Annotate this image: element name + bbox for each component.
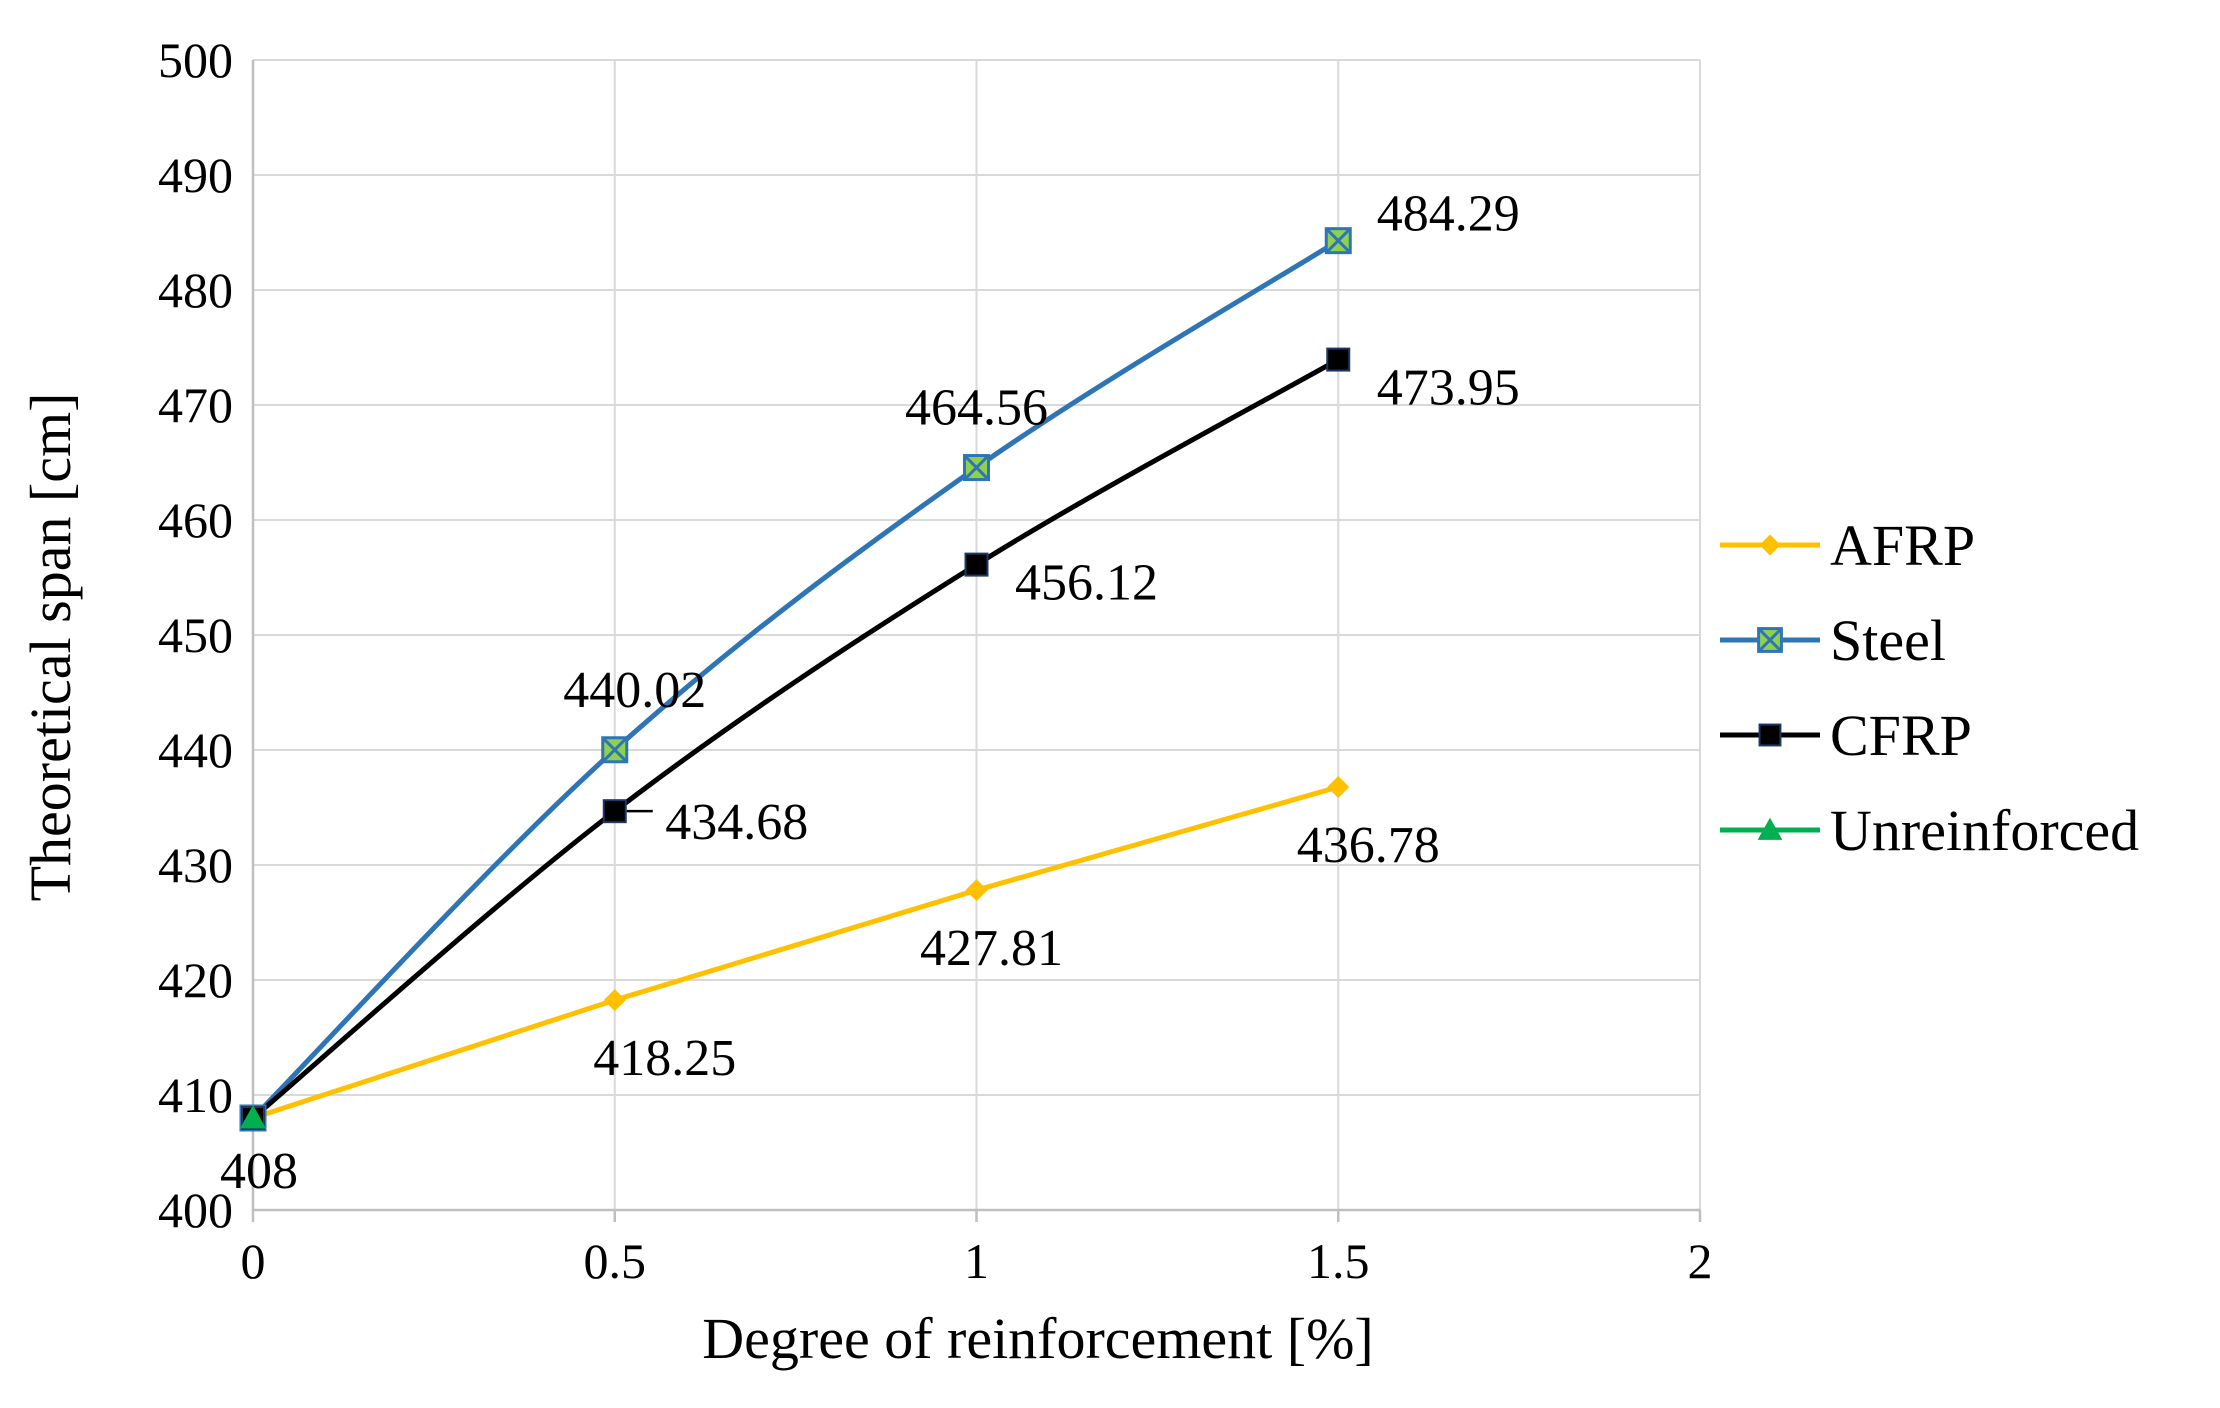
x-tick-label: 1 bbox=[964, 1233, 989, 1289]
marker-afrp bbox=[1327, 776, 1350, 799]
marker-afrp bbox=[965, 879, 988, 902]
marker-steel-cross bbox=[1325, 227, 1352, 254]
legend-label-cfrp: CFRP bbox=[1830, 703, 1972, 768]
y-axis-title: Theoretical span [cm] bbox=[18, 393, 83, 902]
axes bbox=[251, 60, 1702, 1222]
y-tick-label: 490 bbox=[158, 147, 233, 203]
y-tick-label: 450 bbox=[158, 607, 233, 663]
data-label-steel: 440.02 bbox=[563, 662, 706, 719]
series-markers bbox=[239, 227, 1352, 1132]
legend-label-steel: Steel bbox=[1830, 608, 1946, 673]
legend-marker-unreinforced bbox=[1757, 817, 1783, 840]
x-tick-label: 0 bbox=[241, 1233, 266, 1289]
marker-cfrp bbox=[964, 552, 989, 577]
data-label-steel: 464.56 bbox=[905, 380, 1048, 437]
y-tick-label: 440 bbox=[158, 722, 233, 778]
x-axis-title: Degree of reinforcement [%] bbox=[702, 1306, 1373, 1371]
marker-cfrp bbox=[1326, 347, 1351, 372]
legend-marker-steel-cross bbox=[1757, 627, 1783, 653]
y-tick-label: 480 bbox=[158, 262, 233, 318]
data-labels: 418.25 427.81 436.78 440.02 464.56 484.29 434.… bbox=[220, 186, 1520, 1200]
legend-marker-steel bbox=[1757, 627, 1783, 653]
y-tick-label: 460 bbox=[158, 492, 233, 548]
x-tick-label: 2 bbox=[1688, 1233, 1713, 1289]
y-tick-label: 410 bbox=[158, 1067, 233, 1123]
x-tick-label: 0.5 bbox=[584, 1233, 647, 1289]
series-line-cfrp bbox=[251, 357, 1340, 1120]
data-label-afrp: 418.25 bbox=[593, 1030, 736, 1087]
x-tick-label: 1.5 bbox=[1307, 1233, 1370, 1289]
y-tick-label: 400 bbox=[158, 1182, 233, 1238]
marker-steel bbox=[963, 454, 990, 482]
grid-lines bbox=[253, 59, 1701, 1210]
data-label-cfrp: 473.95 bbox=[1377, 360, 1520, 417]
legend-marker-afrp bbox=[1759, 534, 1781, 556]
y-tick-label: 420 bbox=[158, 952, 233, 1008]
y-tick-label: 430 bbox=[158, 837, 233, 893]
data-label-steel: 484.29 bbox=[1377, 186, 1520, 243]
legend-marker-cfrp bbox=[1758, 723, 1782, 747]
marker-steel bbox=[1324, 227, 1352, 255]
data-label-afrp: 427.81 bbox=[920, 920, 1063, 977]
tick-labels: 400 410 420 430 440 450 460 470 480 490 500 0 0.5 1 1.… bbox=[158, 32, 1713, 1289]
legend-label-afrp: AFRP bbox=[1830, 513, 1975, 578]
marker-steel-cross bbox=[963, 454, 990, 481]
y-tick-label: 500 bbox=[158, 32, 233, 88]
legend: AFRP Steel CFRP Unreinforced bbox=[1720, 513, 2139, 863]
marker-unreinforced bbox=[240, 1105, 266, 1129]
data-label-cfrp: 434.68 bbox=[665, 794, 808, 851]
legend-label-unreinforced: Unreinforced bbox=[1830, 798, 2139, 863]
data-label-cfrp: 456.12 bbox=[1015, 555, 1158, 612]
y-tick-label: 470 bbox=[158, 377, 233, 433]
data-label-afrp: 436.78 bbox=[1297, 817, 1440, 874]
marker-steel bbox=[601, 736, 629, 764]
series-line-afrp bbox=[252, 784, 1339, 1121]
data-label-unreinforced: 408 bbox=[220, 1143, 298, 1200]
marker-cfrp bbox=[602, 799, 627, 824]
marker-afrp bbox=[603, 989, 626, 1012]
marker-steel-cross bbox=[601, 736, 628, 763]
series-lines bbox=[251, 238, 1340, 1121]
series-line-steel bbox=[251, 238, 1340, 1120]
